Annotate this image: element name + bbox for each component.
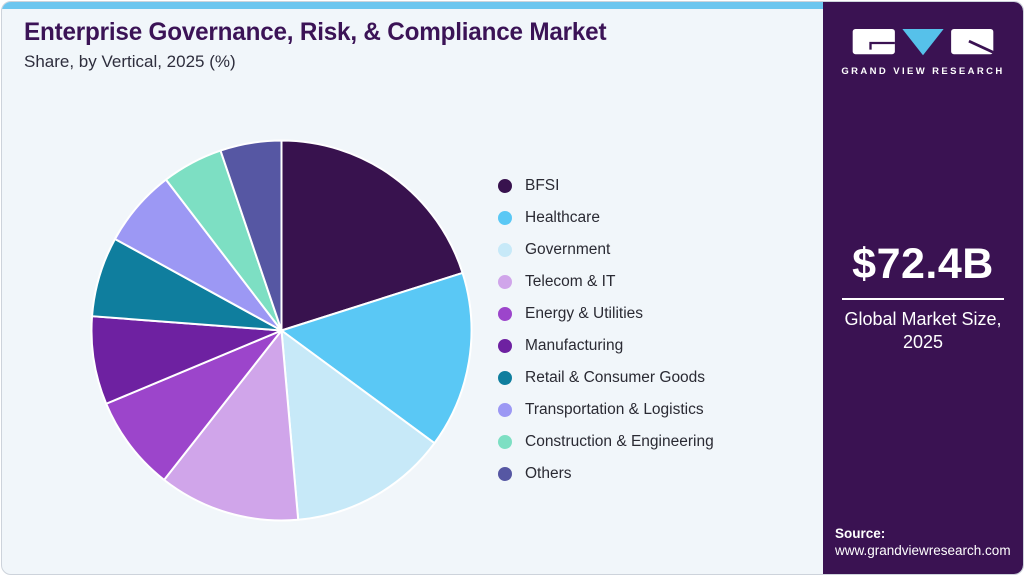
source-block: Source: www.grandviewresearch.com [835, 526, 1011, 558]
pie-slice-telecom-it [163, 329, 300, 522]
legend-swatch-icon [498, 435, 512, 449]
legend-swatch-icon [498, 211, 512, 225]
market-size-label: Global Market Size, 2025 [823, 308, 1023, 354]
legend: BFSI Healthcare Government Telecom & IT Ener… [498, 170, 714, 490]
gvr-logo-icon [852, 28, 994, 56]
pie-slice-bfsi [280, 139, 464, 332]
legend-label: Others [525, 465, 572, 482]
pie-slice-government [280, 329, 436, 521]
gvr-v-triangle [902, 28, 944, 56]
pie-slice-others [219, 139, 283, 332]
legend-item-construction-engineering: Construction & Engineering [498, 426, 714, 458]
sidebar: GRAND VIEW RESEARCH $72.4B Global Market… [823, 2, 1023, 574]
market-size-block: $72.4B Global Market Size, 2025 [823, 240, 1023, 354]
source-url: www.grandviewresearch.com [835, 543, 1011, 558]
legend-item-transportation-logistics: Transportation & Logistics [498, 394, 714, 426]
legend-item-telecom-it: Telecom & IT [498, 266, 714, 298]
legend-item-government: Government [498, 234, 714, 266]
legend-item-healthcare: Healthcare [498, 202, 714, 234]
legend-swatch-icon [498, 403, 512, 417]
top-accent-strip [2, 2, 824, 9]
gvr-g-block [852, 28, 895, 55]
brand-name: GRAND VIEW RESEARCH [841, 66, 1005, 77]
legend-item-manufacturing: Manufacturing [498, 330, 714, 362]
legend-swatch-icon [498, 307, 512, 321]
legend-item-bfsi: BFSI [498, 170, 714, 202]
legend-item-retail-consumer-goods: Retail & Consumer Goods [498, 362, 714, 394]
pie-slice-healthcare [280, 271, 473, 445]
legend-label: BFSI [525, 177, 560, 194]
legend-swatch-icon [498, 275, 512, 289]
legend-swatch-icon [498, 179, 512, 193]
legend-label: Energy & Utilities [525, 305, 644, 322]
pie-chart-container [90, 139, 473, 522]
legend-swatch-icon [498, 243, 512, 257]
legend-item-others: Others [498, 458, 714, 490]
market-size-label-line2: 2025 [902, 332, 944, 353]
legend-label: Telecom & IT [525, 273, 616, 290]
legend-label: Government [525, 241, 611, 258]
legend-label: Construction & Engineering [525, 433, 714, 450]
source-label: Source: [835, 526, 886, 541]
gvr-r-leg [968, 39, 994, 54]
legend-label: Transportation & Logistics [525, 401, 704, 418]
legend-label: Manufacturing [525, 337, 624, 354]
page-title: Enterprise Governance, Risk, & Complianc… [24, 18, 607, 46]
gvr-g-notch [869, 41, 895, 50]
legend-label: Retail & Consumer Goods [525, 369, 706, 386]
page-subtitle: Share, by Vertical, 2025 (%) [24, 51, 236, 71]
market-size-divider [842, 298, 1004, 300]
legend-swatch-icon [498, 467, 512, 481]
legend-swatch-icon [498, 339, 512, 353]
legend-label: Healthcare [525, 209, 600, 226]
header: Enterprise Governance, Risk, & Complianc… [24, 18, 784, 72]
market-size-label-line1: Global Market Size, [844, 309, 1002, 329]
legend-item-energy-utilities: Energy & Utilities [498, 298, 714, 330]
pie-slice-energy-utilities [105, 329, 283, 481]
market-size-value: $72.4B [852, 240, 994, 288]
brand-logo: GRAND VIEW RESEARCH [823, 28, 1023, 77]
pie-chart [90, 139, 473, 522]
legend-swatch-icon [498, 371, 512, 385]
